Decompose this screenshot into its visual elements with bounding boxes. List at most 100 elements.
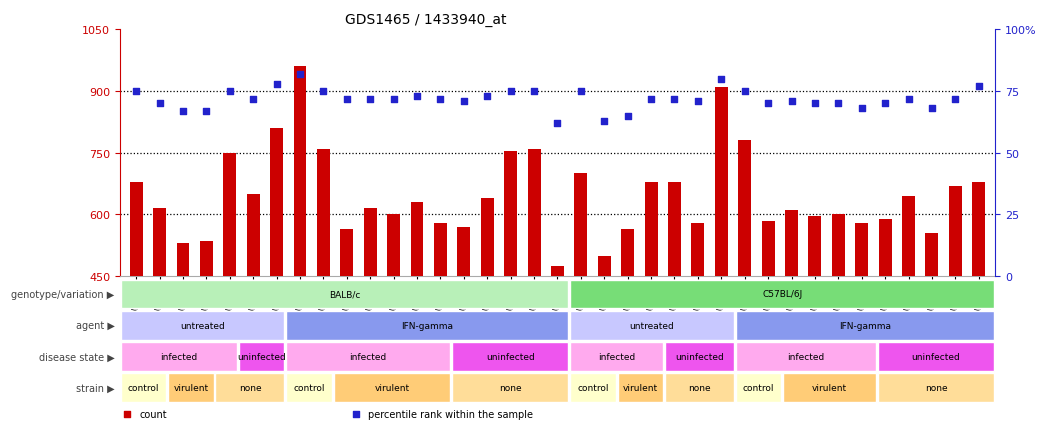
Bar [570,374,616,402]
Bar [411,203,423,276]
Point [970,83,987,90]
Point [245,96,262,103]
Point [198,108,215,115]
Bar [784,374,876,402]
Point [923,105,940,112]
Bar [762,221,774,276]
Text: agent ▶: agent ▶ [76,321,115,330]
Bar [574,174,588,276]
Bar [121,280,568,309]
Bar [223,153,237,276]
Text: uninfected: uninfected [238,352,287,361]
Point [315,89,331,95]
Bar [333,374,450,402]
Point [900,96,917,103]
Text: percentile rank within the sample: percentile rank within the sample [368,410,532,419]
Bar [832,215,845,276]
Text: BALB/c: BALB/c [329,290,361,299]
Bar [247,194,259,276]
Bar [715,88,727,276]
Bar [239,342,284,371]
Text: virulent: virulent [812,384,847,392]
Bar [739,141,751,276]
Bar [877,374,994,402]
Bar [570,311,734,340]
Bar [665,374,734,402]
Point [128,89,145,95]
Text: none: none [924,384,947,392]
Text: control: control [743,384,774,392]
Bar [317,149,330,276]
Point [666,96,683,103]
Bar [877,342,994,371]
Bar [388,215,400,276]
Point [690,98,706,105]
Text: control: control [577,384,609,392]
Bar [785,211,798,276]
Bar [551,266,564,276]
Bar [645,182,658,276]
Point [807,101,823,108]
Bar [972,182,985,276]
Text: uninfected: uninfected [675,352,724,361]
Bar [949,186,962,276]
Text: control: control [128,384,159,392]
Point [347,411,364,418]
Text: count: count [139,410,167,419]
Bar [736,311,994,340]
Bar [200,242,213,276]
Bar [504,151,517,276]
Point [432,96,449,103]
Bar [121,374,166,402]
Bar [480,198,494,276]
Bar [855,223,868,276]
Text: infected: infected [160,352,198,361]
Bar [457,227,470,276]
Point [526,89,543,95]
Point [947,96,964,103]
Text: strain ▶: strain ▶ [76,383,115,393]
Bar [570,342,663,371]
Text: control: control [294,384,325,392]
Bar [130,182,143,276]
Bar [121,311,284,340]
Text: IFN-gamma: IFN-gamma [401,321,453,330]
Text: infected: infected [598,352,636,361]
Text: IFN-gamma: IFN-gamma [839,321,891,330]
Point [876,101,893,108]
Text: virulent: virulent [374,384,410,392]
Bar [621,229,635,276]
Text: GDS1465 / 1433940_at: GDS1465 / 1433940_at [346,13,506,27]
Bar [570,280,994,309]
Bar [153,209,166,276]
Text: C57BL/6J: C57BL/6J [762,290,802,299]
Bar [598,256,611,276]
Point [408,93,425,100]
Bar [216,374,284,402]
Text: none: none [499,384,521,392]
Point [572,89,589,95]
Bar [294,67,306,276]
Point [619,113,636,120]
Point [222,89,239,95]
Text: infected: infected [350,352,387,361]
Bar [736,374,782,402]
Bar [287,374,331,402]
Point [151,101,168,108]
Point [479,93,496,100]
Text: none: none [239,384,262,392]
Point [119,411,135,418]
Point [292,71,308,78]
Point [549,120,566,127]
Text: none: none [688,384,711,392]
Point [362,96,378,103]
Bar [341,229,353,276]
Point [339,96,355,103]
Bar [452,342,568,371]
Text: uninfected: uninfected [486,352,535,361]
Point [175,108,192,115]
Text: infected: infected [788,352,824,361]
Bar [668,182,680,276]
Text: virulent: virulent [173,384,208,392]
Point [737,89,753,95]
